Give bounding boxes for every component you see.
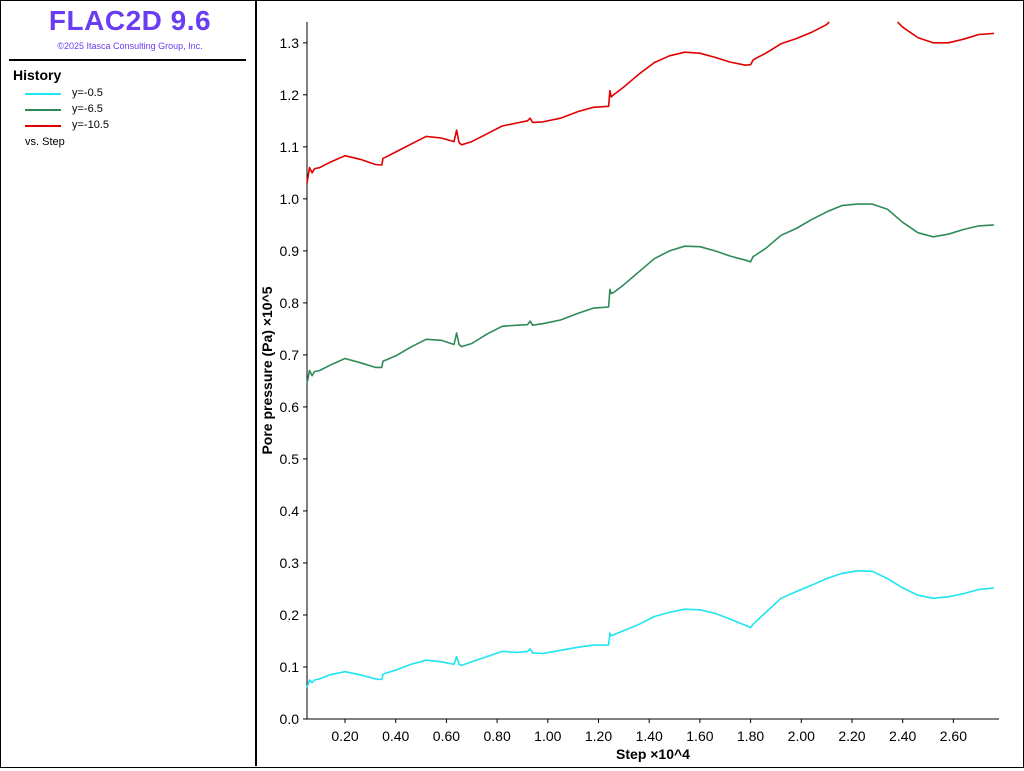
y-tick-label: 1.0 (280, 191, 300, 207)
y-tick-label: 1.1 (280, 139, 300, 155)
y-tick-label: 1.3 (280, 35, 300, 51)
y-tick-label: 0.0 (280, 711, 300, 727)
x-tick-label: 2.00 (788, 728, 815, 744)
series-line-1 (306, 570, 994, 689)
legend-title: History (13, 67, 62, 83)
history-chart[interactable]: 0.0 0.1 0.2 0.3 0.4 0.5 0.6 0.7 0.8 0.9 1.0 1.1 1.2 1… (258, 0, 1022, 766)
x-tick-label: 1.00 (534, 728, 561, 744)
legend-sidebar: FLAC2D 9.6 ©2025 Itasca Consulting Group… (1, 1, 257, 766)
x-tick-label: 2.20 (838, 728, 865, 744)
y-tick-label: 0.6 (280, 399, 300, 415)
y-tick-label: 0.9 (280, 243, 300, 259)
y-tick-label: 0.3 (280, 555, 300, 571)
x-tick-label: 2.40 (889, 728, 916, 744)
y-tick-label: 1.2 (280, 87, 300, 103)
legend-swatch-green (25, 109, 61, 111)
x-tick-label: 1.60 (686, 728, 713, 744)
legend-vs-label: vs. Step (25, 136, 65, 148)
y-tick-label: 0.8 (280, 295, 300, 311)
x-tick-label: 1.20 (585, 728, 612, 744)
x-tick-label: 0.20 (331, 728, 358, 744)
legend-label: y=-6.5 (72, 103, 103, 115)
chart-series-group (306, 21, 994, 689)
copyright-text: ©2025 Itasca Consulting Group, Inc. (57, 41, 203, 51)
legend-label: y=-0.5 (72, 87, 103, 99)
app-title: FLAC2D 9.6 (48, 5, 212, 36)
y-tick-label: 0.1 (280, 659, 300, 675)
y-tick-label: 0.4 (280, 503, 300, 519)
y-tick-label: 0.5 (280, 451, 300, 467)
x-tick-label: 0.80 (483, 728, 510, 744)
x-tick-label: 0.40 (382, 728, 409, 744)
y-tick-label: 0.7 (280, 347, 300, 363)
legend-swatch-cyan (25, 93, 61, 95)
legend-separator (9, 59, 246, 61)
legend-label: y=-10.5 (72, 119, 109, 131)
x-tick-label: 1.40 (636, 728, 663, 744)
plot-area[interactable]: 0.0 0.1 0.2 0.3 0.4 0.5 0.6 0.7 0.8 0.9 1.0 1.1 1.2 1… (258, 0, 1022, 766)
x-tick-label: 1.80 (737, 728, 764, 744)
y-tick-label: 0.2 (280, 607, 300, 623)
chart-axes (303, 22, 999, 723)
x-tick-label: 2.60 (940, 728, 967, 744)
legend-swatch-red (25, 125, 61, 127)
x-tick-label: 0.60 (433, 728, 460, 744)
chart-labels: 0.0 0.1 0.2 0.3 0.4 0.5 0.6 0.7 0.8 0.9 1.0 1.1 1.2 1… (259, 35, 967, 762)
series-line-3 (306, 21, 994, 184)
y-axis-label: Pore pressure (Pa) ×10^5 (259, 286, 275, 454)
series-line-2 (306, 203, 994, 384)
x-axis-label: Step ×10^4 (616, 746, 690, 762)
